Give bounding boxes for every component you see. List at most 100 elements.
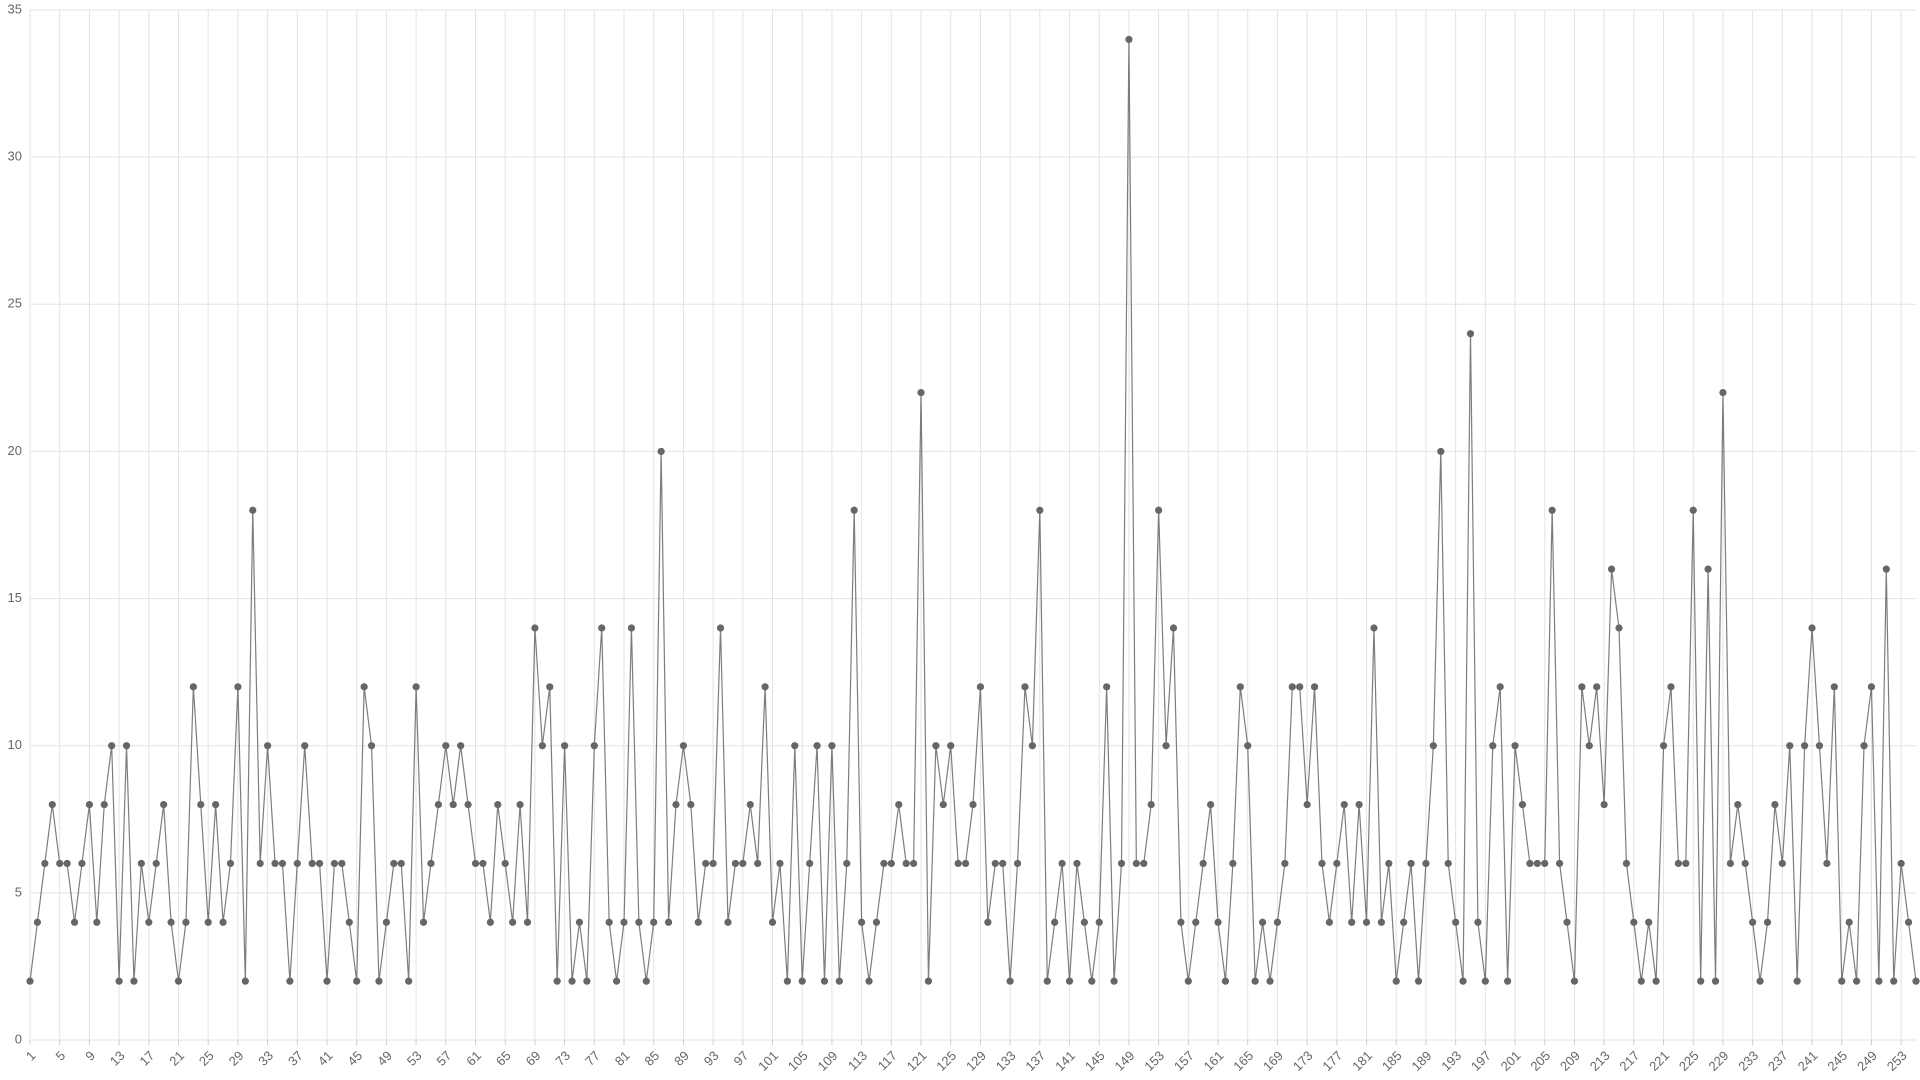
point (1348, 918, 1356, 926)
point (1734, 800, 1742, 809)
point (1414, 977, 1423, 985)
point (1593, 683, 1601, 691)
point (1570, 977, 1579, 985)
x-tick-label: 153 (1141, 1048, 1167, 1074)
x-tick-label: 129 (963, 1048, 989, 1074)
y-tick-label: 20 (8, 443, 22, 458)
point (1162, 742, 1170, 750)
point (850, 506, 858, 514)
point (1214, 918, 1222, 926)
point (1377, 918, 1385, 926)
point (1437, 447, 1445, 456)
x-tick-label: 65 (493, 1048, 514, 1069)
point (546, 683, 554, 691)
x-tick-label: 49 (374, 1048, 395, 1069)
x-tick-label: 149 (1112, 1048, 1138, 1074)
point (1318, 859, 1326, 868)
point (434, 800, 442, 809)
point (1422, 859, 1430, 868)
point (219, 918, 227, 926)
point (999, 859, 1007, 868)
point (858, 918, 866, 926)
point (160, 800, 168, 809)
point (1860, 742, 1868, 750)
point (1912, 977, 1920, 985)
x-tick-label: 21 (166, 1048, 187, 1069)
point (1303, 800, 1311, 809)
point (813, 742, 821, 750)
y-tick-label: 30 (8, 149, 22, 164)
point (1778, 859, 1786, 868)
point (947, 742, 955, 750)
point (1221, 977, 1230, 985)
point (1043, 977, 1051, 985)
point (1749, 918, 1757, 926)
point (1890, 977, 1898, 985)
x-tick-label: 165 (1230, 1048, 1256, 1074)
point (1719, 388, 1727, 397)
point (1073, 859, 1081, 868)
point (657, 447, 665, 456)
x-tick-label: 193 (1438, 1048, 1464, 1074)
x-tick-label: 5 (53, 1048, 69, 1064)
point (1362, 918, 1371, 926)
x-tick-label: 209 (1557, 1048, 1583, 1074)
x-tick-label: 81 (612, 1048, 633, 1069)
x-tick-label: 221 (1646, 1048, 1672, 1074)
point (709, 859, 717, 868)
x-tick-label: 177 (1319, 1048, 1345, 1074)
point (798, 977, 806, 985)
point (538, 742, 546, 750)
x-tick-label: 169 (1260, 1048, 1286, 1074)
x-tick-label: 141 (1052, 1048, 1078, 1074)
point (1006, 977, 1014, 985)
x-tick-label: 253 (1884, 1048, 1910, 1074)
point (315, 859, 324, 868)
point (182, 918, 190, 926)
x-tick-label: 53 (404, 1048, 425, 1069)
x-tick-label: 229 (1706, 1048, 1732, 1074)
point (1786, 742, 1794, 750)
line (29, 39, 1917, 982)
point (1466, 330, 1475, 338)
point (412, 683, 420, 691)
point (1578, 683, 1586, 691)
x-tick-label: 185 (1379, 1048, 1405, 1074)
point (33, 918, 42, 926)
point (1207, 800, 1215, 809)
point (523, 918, 532, 926)
point (1051, 918, 1059, 926)
x-tick-label: 249 (1854, 1048, 1880, 1074)
point (204, 918, 212, 926)
point (1229, 859, 1237, 868)
point (1169, 624, 1178, 632)
point (286, 977, 294, 985)
x-tick-label: 37 (285, 1048, 306, 1069)
point (1355, 800, 1363, 809)
point (835, 977, 843, 985)
point (761, 683, 769, 691)
x-tick-label: 157 (1171, 1048, 1197, 1074)
point (820, 977, 829, 985)
point (1392, 977, 1400, 985)
point (1155, 506, 1163, 514)
point (880, 859, 888, 868)
x-tick-label: 125 (933, 1048, 959, 1074)
point (1763, 918, 1772, 926)
x-tick-label: 117 (875, 1048, 900, 1073)
point (130, 977, 138, 985)
point (1147, 800, 1155, 809)
point (776, 859, 784, 868)
point (664, 918, 673, 926)
point (330, 859, 339, 868)
x-tick-label: 133 (993, 1048, 1019, 1074)
point (174, 977, 183, 985)
point (1771, 800, 1779, 809)
x-tick-label: 145 (1082, 1048, 1108, 1074)
point (167, 918, 175, 926)
point (1065, 977, 1074, 985)
point (976, 683, 985, 691)
point (612, 977, 621, 985)
x-tick-label: 201 (1498, 1048, 1524, 1074)
